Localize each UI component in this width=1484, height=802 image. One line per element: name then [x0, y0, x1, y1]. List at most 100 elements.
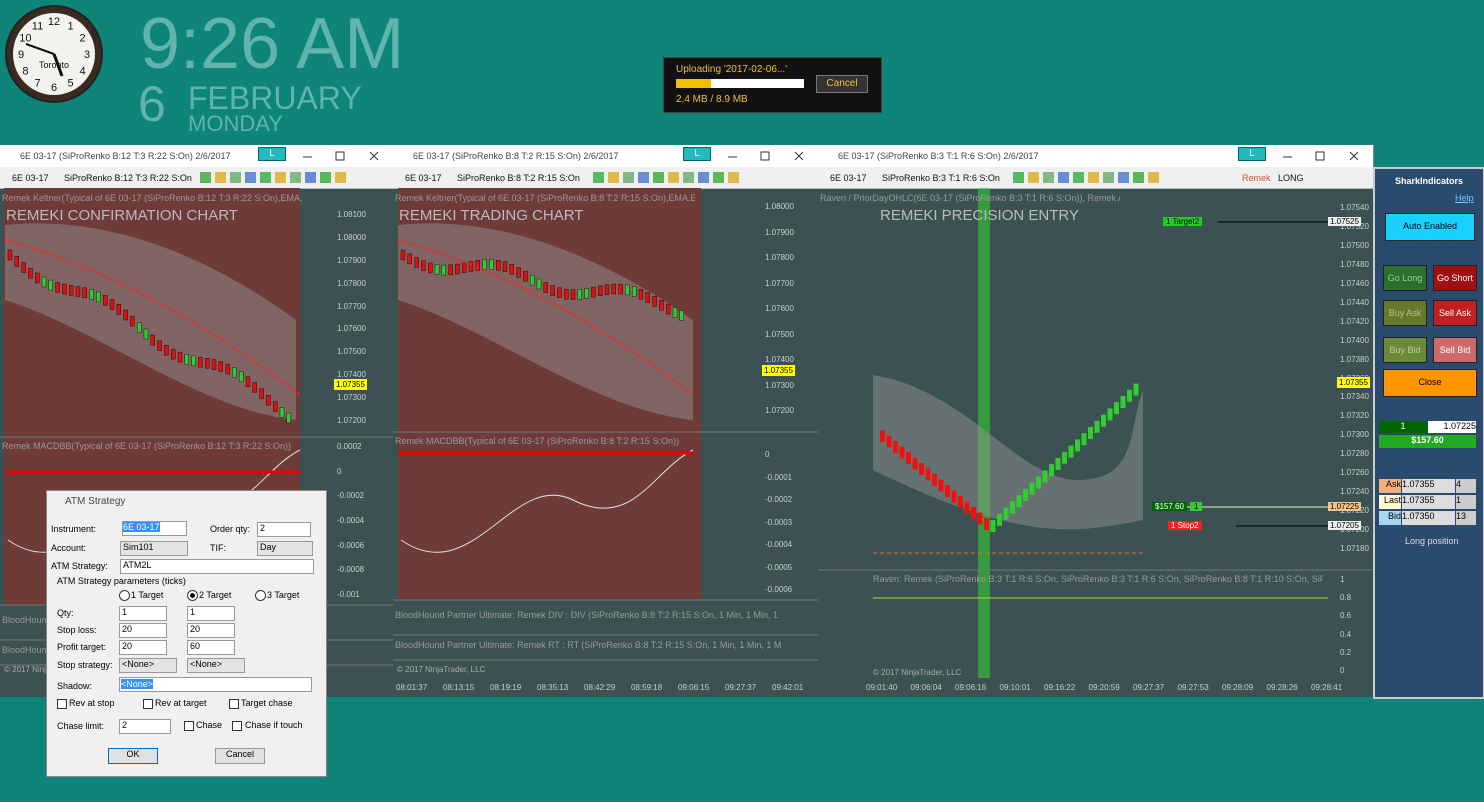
pnl-label: $157.60	[1152, 502, 1187, 511]
input-field[interactable]: 2	[257, 522, 311, 537]
chart-title: REMEKI PRECISION ENTRY	[880, 207, 1079, 224]
candle	[89, 289, 94, 300]
candle	[414, 257, 419, 268]
pane2-axis-label: 0.8	[1340, 593, 1352, 603]
price-axis-label: 1.07800	[765, 253, 794, 262]
toolbar-icon	[290, 172, 301, 183]
price-axis-label: 1.07440	[1340, 297, 1369, 307]
ok-button[interactable]: OK	[108, 748, 158, 764]
input-field[interactable]: Day	[257, 541, 313, 556]
renko-brick	[945, 485, 950, 497]
position-qty: 1	[1379, 421, 1427, 433]
toolbar-icon	[608, 172, 619, 183]
last-price-marker: 1.07355	[762, 365, 795, 376]
bars-selector[interactable]: SiProRenko B:12 T:3 R:22 S:On	[64, 173, 192, 183]
trade-button[interactable]: Close	[1383, 369, 1477, 397]
radio[interactable]	[255, 590, 266, 601]
input-field[interactable]: 20	[119, 640, 167, 655]
field-label: Qty:	[57, 608, 74, 618]
trade-button[interactable]: Sell Ask	[1433, 300, 1477, 326]
renko-brick	[1088, 427, 1093, 439]
radio[interactable]	[187, 590, 198, 601]
candle	[68, 285, 74, 296]
candle	[143, 328, 149, 340]
input-field[interactable]: 60	[187, 640, 235, 655]
trade-button[interactable]: Sell Bid	[1433, 337, 1477, 363]
pane2-axis-label: 0	[337, 466, 342, 476]
trade-button[interactable]: Buy Ask	[1383, 300, 1427, 326]
input-field[interactable]: <None>	[187, 658, 245, 673]
candle	[659, 300, 664, 311]
instrument-selector[interactable]: 6E 03-17	[405, 173, 442, 183]
trade-button[interactable]: Auto Enabled	[1385, 213, 1475, 241]
instrument-value[interactable]: 6E 03-17	[123, 522, 160, 532]
input-field[interactable]: Sim101	[120, 541, 188, 556]
keltner-band	[873, 375, 1143, 530]
renko-brick	[951, 490, 957, 503]
instrument-selector[interactable]: 6E 03-17	[830, 173, 867, 183]
trade-button[interactable]: Go Short	[1433, 265, 1477, 291]
input-field[interactable]: ATM2L	[120, 559, 314, 574]
trade-button[interactable]: Go Long	[1383, 265, 1427, 291]
candle	[557, 287, 562, 298]
time-axis-label: 09:16:22	[1044, 683, 1076, 692]
chart-title: REMEKI TRADING CHART	[399, 207, 584, 224]
field-label: Profit target:	[57, 642, 107, 652]
tab-badge[interactable]: L	[683, 147, 711, 161]
candle	[102, 295, 108, 306]
renko-brick	[932, 474, 937, 486]
price-axis-label: 1.07300	[1340, 430, 1369, 440]
help-link[interactable]: Help	[1455, 193, 1474, 203]
pane2-axis-label: 0.4	[1340, 629, 1352, 639]
renko-brick	[912, 457, 918, 470]
input-field[interactable]: 20	[187, 623, 235, 638]
price-axis-label: 1.07180	[1340, 544, 1369, 553]
checkbox[interactable]	[229, 699, 239, 709]
shadow-value[interactable]: <None>	[121, 679, 154, 689]
pane2-axis-label: -0.0002	[337, 491, 365, 501]
price-axis-label: 1.07520	[1340, 221, 1369, 231]
input-field[interactable]: 20	[119, 623, 167, 638]
time-axis-label: 08:01:37	[396, 683, 428, 692]
clock-numeral: 5	[67, 78, 73, 90]
checkbox[interactable]	[184, 721, 194, 731]
cancel-button[interactable]: Cancel	[816, 75, 868, 93]
checkbox[interactable]	[143, 699, 153, 709]
input-field[interactable]: 2	[119, 719, 171, 734]
digital-time: 9:26 AM	[140, 4, 405, 84]
price-axis-label: 1.07900	[337, 255, 366, 265]
pane3-label: BloodHound Partner Ultimate: Remek DIV :…	[395, 610, 778, 620]
candle	[516, 267, 521, 278]
instrument-selector[interactable]: 6E 03-17	[12, 173, 49, 183]
time-axis-label: 09:28:09	[1222, 683, 1254, 692]
time-axis-label: 08:42:29	[584, 683, 616, 692]
bars-selector[interactable]: SiProRenko B:3 T:1 R:6 S:On	[882, 173, 1000, 183]
toolbar-icon	[230, 172, 241, 183]
time-axis-label: 08:35:13	[537, 683, 569, 692]
candle	[41, 276, 47, 288]
input-field[interactable]: 1	[119, 606, 167, 621]
toolbar-icons	[200, 172, 346, 183]
candle	[502, 261, 508, 273]
checkbox-label: Rev at target	[155, 698, 207, 708]
stop-order[interactable]: 1 Stop2	[1168, 521, 1202, 530]
input-field[interactable]: 1	[187, 606, 235, 621]
price-axis-label: 1.07540	[1340, 203, 1369, 212]
bars-selector[interactable]: SiProRenko B:8 T:2 R:15 S:On	[457, 173, 580, 183]
candle	[204, 358, 210, 369]
renko-brick	[1127, 389, 1132, 402]
tab-badge[interactable]: L	[258, 147, 286, 161]
radio-label: 3 Target	[267, 590, 300, 600]
tab-badge[interactable]: L	[1238, 147, 1266, 161]
candle	[550, 285, 555, 296]
target-order[interactable]: 1 Target2	[1163, 217, 1203, 226]
price-axis-label: 1.07400	[337, 370, 366, 380]
trade-button[interactable]: Buy Bid	[1383, 337, 1427, 363]
checkbox[interactable]	[232, 721, 242, 731]
input-field[interactable]: <None>	[119, 658, 177, 673]
cancel-button[interactable]: Cancel	[215, 748, 265, 764]
checkbox[interactable]	[57, 699, 67, 709]
price-axis-label: 1.07700	[765, 278, 794, 288]
candle	[455, 263, 460, 275]
radio[interactable]	[119, 590, 130, 601]
